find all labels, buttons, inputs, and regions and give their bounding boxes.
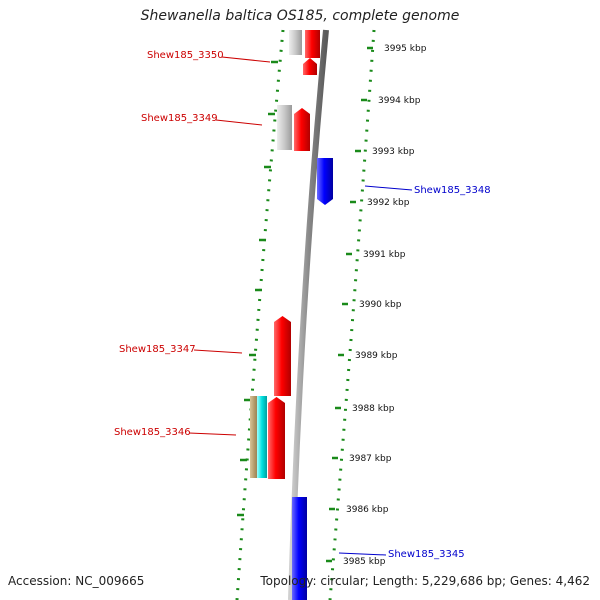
gene-leader-line: [338, 552, 387, 556]
tick-label: 3995 kbp: [384, 44, 427, 54]
tick-label: 3988 kbp: [352, 404, 395, 414]
tick-label: 3992 kbp: [367, 198, 410, 208]
tick-label: 3993 kbp: [372, 147, 415, 157]
gene-leader-line: [193, 349, 243, 354]
gene-shew185-3345[interactable]: [292, 497, 307, 600]
gene-label[interactable]: Shew185_3349: [141, 113, 218, 124]
gene-tan-feature[interactable]: [250, 396, 259, 478]
gene-label[interactable]: Shew185_3350: [147, 50, 224, 61]
tick-label: 3985 kbp: [343, 557, 386, 567]
gene-label[interactable]: Shew185_3348: [414, 185, 491, 196]
gene-label[interactable]: Shew185_3346: [114, 427, 191, 438]
tick-label: 3987 kbp: [349, 454, 392, 464]
gene-leader-line: [364, 185, 413, 191]
gene-leader-line: [215, 119, 263, 126]
gene-shew185-3350[interactable]: [305, 30, 320, 58]
tick-label: 3994 kbp: [378, 96, 421, 106]
accession-text: Accession: NC_009665: [8, 574, 145, 588]
tick-label: 3990 kbp: [359, 300, 402, 310]
tick-label: 3991 kbp: [363, 250, 406, 260]
gene-shew185-3348[interactable]: [317, 158, 333, 205]
gene-grey-feature[interactable]: [277, 105, 292, 150]
gene-shew185-3347[interactable]: [274, 316, 291, 396]
gene-red-small[interactable]: [303, 58, 317, 75]
gene-grey-feature[interactable]: [289, 30, 302, 55]
topology-text: Topology: circular; Length: 5,229,686 bp…: [260, 574, 590, 588]
gene-shew185-3349[interactable]: [294, 108, 310, 151]
gene-cyan-feature[interactable]: [257, 396, 267, 478]
gene-leader-line: [188, 432, 237, 436]
gene-label[interactable]: Shew185_3347: [119, 344, 196, 355]
tick-label: 3989 kbp: [355, 351, 398, 361]
tick-label: 3986 kbp: [346, 505, 389, 515]
gene-leader-line: [221, 56, 271, 63]
gene-label[interactable]: Shew185_3345: [388, 549, 465, 560]
map-title: Shewanella baltica OS185, complete genom…: [140, 8, 460, 24]
gene-shew185-3346[interactable]: [268, 397, 285, 479]
